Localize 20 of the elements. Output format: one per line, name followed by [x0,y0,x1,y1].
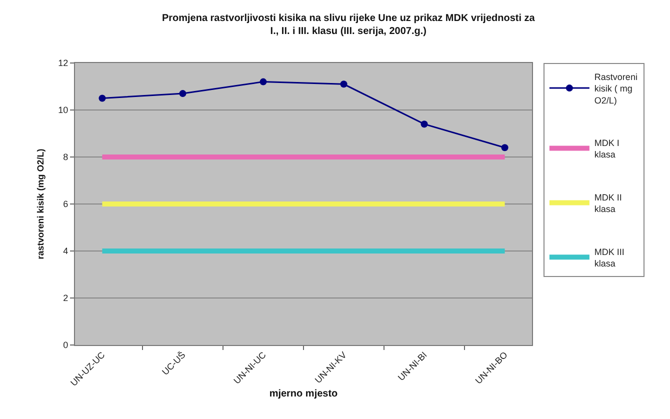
legend-label: MDK III klasa [594,246,624,268]
point [179,90,186,98]
point [501,144,508,152]
y-tick-label: 4 [63,246,68,256]
y-tick-label: 0 [63,340,68,350]
legend-label: Rastvoreni kisik ( mg O2/L) [594,72,638,106]
y-tick-label: 6 [63,199,68,210]
y-tick-label: 2 [63,293,68,304]
y-tick-label: 10 [58,105,68,116]
chart-title: Promjena rastvorljivosti kisika na slivu rijeke Une uz prikaz MDK vrijednosti za I., II. i III. klasu (III. serija, 2007.g.) [162,13,536,37]
y-tick-label: 12 [58,58,68,68]
y-tick-label: 8 [63,152,68,162]
legend-label: MDK I klasa [594,138,620,160]
y-axis-title: rastvoreni kisik (mg O2/L) [36,148,46,260]
point [98,94,106,102]
legend-label: MDK II klasa [594,192,622,214]
point [420,120,428,128]
point [340,80,348,88]
point [260,78,267,86]
x-axis-title: mjerno mjesto [269,388,338,400]
